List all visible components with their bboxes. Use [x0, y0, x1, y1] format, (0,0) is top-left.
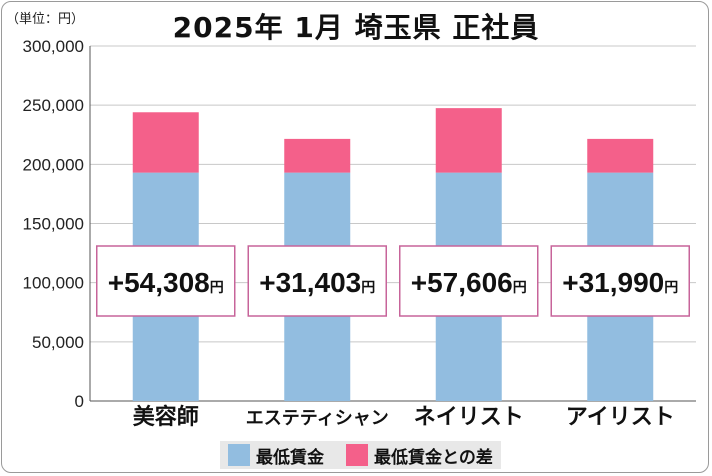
difference-label: +54,308円	[108, 267, 224, 298]
legend-swatch-min-wage	[228, 444, 250, 466]
y-tick-label: 0	[75, 392, 84, 411]
difference-label-box	[399, 245, 539, 317]
legend: 最低賃金 最低賃金との差	[220, 441, 501, 469]
y-tick-label: 250,000	[23, 96, 84, 115]
chart-title: 2025年 1月 埼玉県 正社員	[172, 11, 540, 44]
difference-label-box	[96, 245, 236, 317]
difference-label: +31,403円	[259, 267, 375, 298]
y-tick-label: 50,000	[32, 333, 84, 352]
legend-swatch-difference	[346, 444, 368, 466]
y-tick-label: 100,000	[23, 274, 84, 293]
bar-difference	[435, 108, 502, 173]
legend-label-min-wage: 最低賃金	[256, 447, 324, 468]
y-tick-label: 150,000	[23, 215, 84, 234]
difference-label-box	[550, 245, 690, 317]
legend-item-difference: 最低賃金との差	[346, 443, 493, 468]
difference-label: +57,606円	[411, 267, 527, 298]
x-tick-label: アイリスト	[566, 405, 675, 430]
legend-label-difference: 最低賃金との差	[374, 447, 493, 468]
y-tick-label: 200,000	[23, 155, 84, 174]
bar-difference	[587, 138, 654, 173]
y-tick-label: 300,000	[23, 37, 84, 56]
x-tick-label: ネイリスト	[414, 405, 524, 430]
x-tick-label: エステティシャン	[246, 408, 389, 429]
unit-label: （単位：円）	[6, 12, 85, 27]
legend-item-min-wage: 最低賃金	[228, 443, 324, 468]
bar-difference	[132, 112, 199, 173]
bar-difference	[284, 138, 351, 173]
x-tick-label: 美容師	[133, 404, 199, 430]
difference-label-box	[247, 245, 387, 317]
difference-label: +31,990円	[562, 267, 678, 298]
